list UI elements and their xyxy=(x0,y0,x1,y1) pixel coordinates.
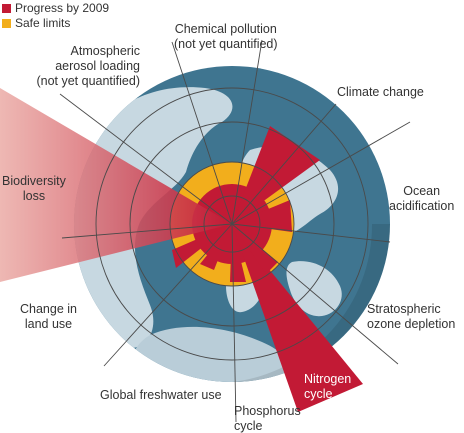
wedge-change-land-use xyxy=(172,224,232,268)
spoke-5 xyxy=(231,121,411,225)
legend-progress-swatch xyxy=(2,4,11,13)
grid-ring-4 xyxy=(95,87,369,361)
label-nitrogen-cycle: Nitrogen cycle xyxy=(304,372,352,401)
photo-credit: Photograph: living planet report xyxy=(321,420,460,431)
legend-safe-swatch xyxy=(2,19,11,28)
wedge-climate-change xyxy=(232,126,320,224)
label-ocean-acidification: Ocean acidification xyxy=(389,184,455,213)
wedge-biodiversity-loss xyxy=(0,88,232,282)
label-change-land-use: Change in land use xyxy=(20,302,77,331)
progress-wedges xyxy=(0,88,363,412)
spoke-6 xyxy=(61,223,233,239)
label-chemical-pollution: Chemical pollution (not yet quantified) xyxy=(174,22,278,51)
legend-safe: Safe limits xyxy=(2,16,70,30)
grid-ring-3 xyxy=(129,121,335,327)
label-climate-change: Climate change xyxy=(337,85,424,99)
grid-ring-2 xyxy=(169,161,295,287)
label-atmospheric-aerosol: Atmospheric aerosol loading (not yet qua… xyxy=(36,44,140,88)
label-phosphorus-cycle: Phosphorus cycle xyxy=(234,404,301,433)
grid-rings xyxy=(95,87,369,361)
wedge-ocean-acidification xyxy=(232,200,292,232)
spoke-2 xyxy=(171,41,233,225)
spoke-8 xyxy=(103,223,233,367)
legend-progress: Progress by 2009 xyxy=(2,1,109,15)
spoke-9 xyxy=(231,223,399,365)
legend-progress-label: Progress by 2009 xyxy=(15,1,110,15)
label-biodiversity-loss: Biodiversity loss xyxy=(2,174,66,203)
wedge-stratospheric-ozone xyxy=(232,224,278,274)
boundary-spokes xyxy=(59,39,411,423)
grid-ring-1 xyxy=(203,195,261,253)
spoke-4 xyxy=(59,93,233,225)
wedge-phosphorus-cycle xyxy=(230,224,246,282)
spoke-1 xyxy=(231,39,263,225)
label-global-freshwater: Global freshwater use xyxy=(100,388,222,402)
spoke-10 xyxy=(231,223,237,423)
spoke-3 xyxy=(231,103,337,225)
spoke-7 xyxy=(231,223,391,243)
label-stratospheric-ozone: Stratospheric ozone depletion xyxy=(367,302,456,331)
legend-safe-label: Safe limits xyxy=(15,16,71,30)
